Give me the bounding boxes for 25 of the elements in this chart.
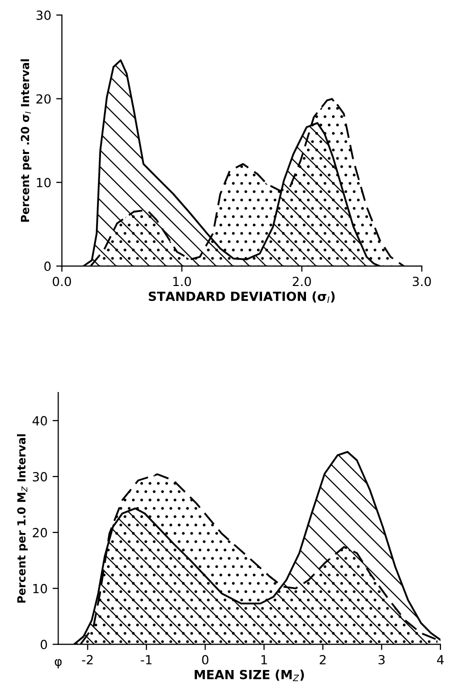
y-tick-label: 20	[32, 528, 47, 538]
x-tick-label: 2	[320, 654, 326, 664]
x-tick-label: 4	[437, 655, 444, 664]
y-tick-label: 30	[36, 10, 51, 20]
text: φ	[54, 658, 62, 668]
y-tick-label: 40	[32, 416, 47, 426]
y-tick-label: 10	[36, 178, 51, 188]
x-tick-label: -1	[140, 655, 152, 664]
x-tick-label: -2	[82, 654, 93, 664]
y-axis-title: Percent per 1.0 M$_{Z}$ Interval	[16, 434, 28, 603]
y-tick-label: 30	[32, 472, 47, 482]
x-tick-label: 2.0	[292, 276, 311, 286]
x-axis-title: STANDARD DEVIATION (σ$_{I}$)	[148, 291, 335, 303]
x-axis-title: MEAN SIZE (M$_{Z}$)	[194, 670, 304, 682]
y-tick-label: 20	[36, 94, 51, 104]
x-tick-label: 1	[261, 655, 267, 664]
y-tick-label: 0	[44, 262, 51, 272]
y-tick-label: 0	[40, 640, 47, 650]
y-axis-title: Percent per .20 σ$_{I}$ Interval	[20, 59, 32, 222]
x-tick-label: 0	[202, 654, 208, 664]
y-tick-label: 10	[33, 584, 47, 594]
x-tick-label: 0.0	[52, 276, 71, 286]
x-tick-label: 1.0	[173, 276, 191, 286]
x-tick-label: 3	[378, 654, 385, 664]
x-tick-label: 3.0	[412, 276, 431, 286]
